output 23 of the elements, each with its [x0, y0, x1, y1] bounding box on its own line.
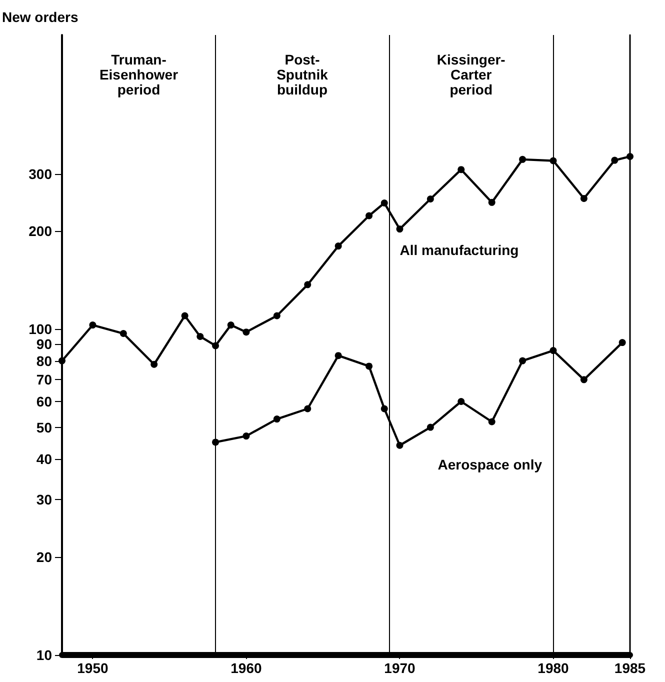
x-tick-label: 1960	[230, 660, 262, 676]
y-tick-label: 60	[36, 393, 52, 410]
y-tick-label: 300	[28, 166, 52, 182]
y-tick-label: 100	[28, 321, 52, 338]
x-tick-label: 1985	[614, 660, 646, 676]
annotation: Post- Sputnik buildup	[276, 52, 328, 98]
annotation: Kissinger- Carter period	[436, 52, 506, 98]
y-tick-label: 50	[36, 419, 52, 436]
x-tick-label: 1970	[384, 660, 416, 676]
y-tick-label: 10	[36, 647, 52, 663]
y-tick-label: 70	[36, 372, 52, 388]
y-tick-label: 40	[36, 450, 52, 467]
annotation: Truman- Eisenhower period	[99, 52, 179, 98]
y-tick-label: 20	[36, 548, 52, 565]
x-tick-label: 1980	[538, 660, 570, 676]
x-tick-label: 1950	[77, 660, 108, 676]
y-axis-title: New orders	[2, 9, 78, 25]
y-tick-label: 30	[36, 492, 52, 508]
y-tick-label: 80	[36, 352, 52, 369]
y-tick-label: 90	[36, 336, 52, 352]
y-tick-label: 200	[28, 223, 52, 240]
series-label: All manufacturing	[400, 242, 519, 258]
series-label: Aerospace only	[438, 456, 542, 472]
